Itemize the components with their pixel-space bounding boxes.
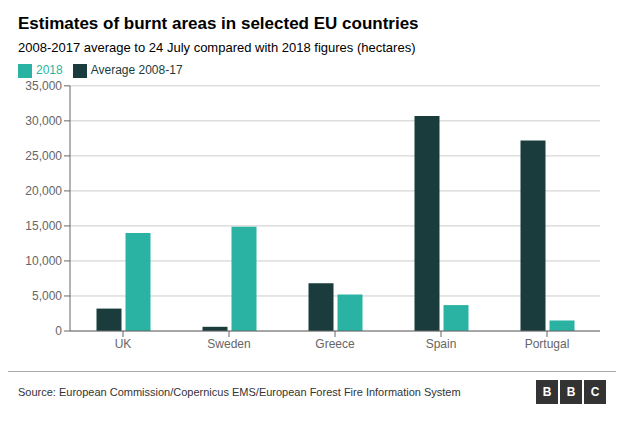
svg-text:5,000: 5,000 [32,289,62,303]
html-text:B: B [542,385,552,399]
svg-text:Sweden: Sweden [207,337,250,351]
svg-text:Spain: Spain [426,337,457,351]
svg-text:35,000: 35,000 [25,79,62,93]
html-text:2018: 2018 [36,63,63,77]
html-text:B: B [566,385,576,399]
html-text:Estimates of burnt areas in se: Estimates of burnt areas in selected EU … [18,14,419,33]
svg-text:30,000: 30,000 [25,114,62,128]
html-text:C: C [590,385,600,399]
html-text:Source: European Commission/Co: Source: European Commission/Copernicus E… [18,386,461,398]
svg-text:Portugal: Portugal [525,337,570,351]
html-text:Average 2008-17: Average 2008-17 [90,63,183,77]
svg-text:25,000: 25,000 [25,149,62,163]
html-text:2008-2017 average to 24 July c: 2008-2017 average to 24 July compared wi… [18,40,416,55]
svg-text:0: 0 [55,324,62,338]
svg-text:15,000: 15,000 [25,219,62,233]
svg-text:Greece: Greece [315,337,355,351]
svg-text:20,000: 20,000 [25,184,62,198]
svg-text:10,000: 10,000 [25,254,62,268]
svg-text:UK: UK [115,337,132,351]
